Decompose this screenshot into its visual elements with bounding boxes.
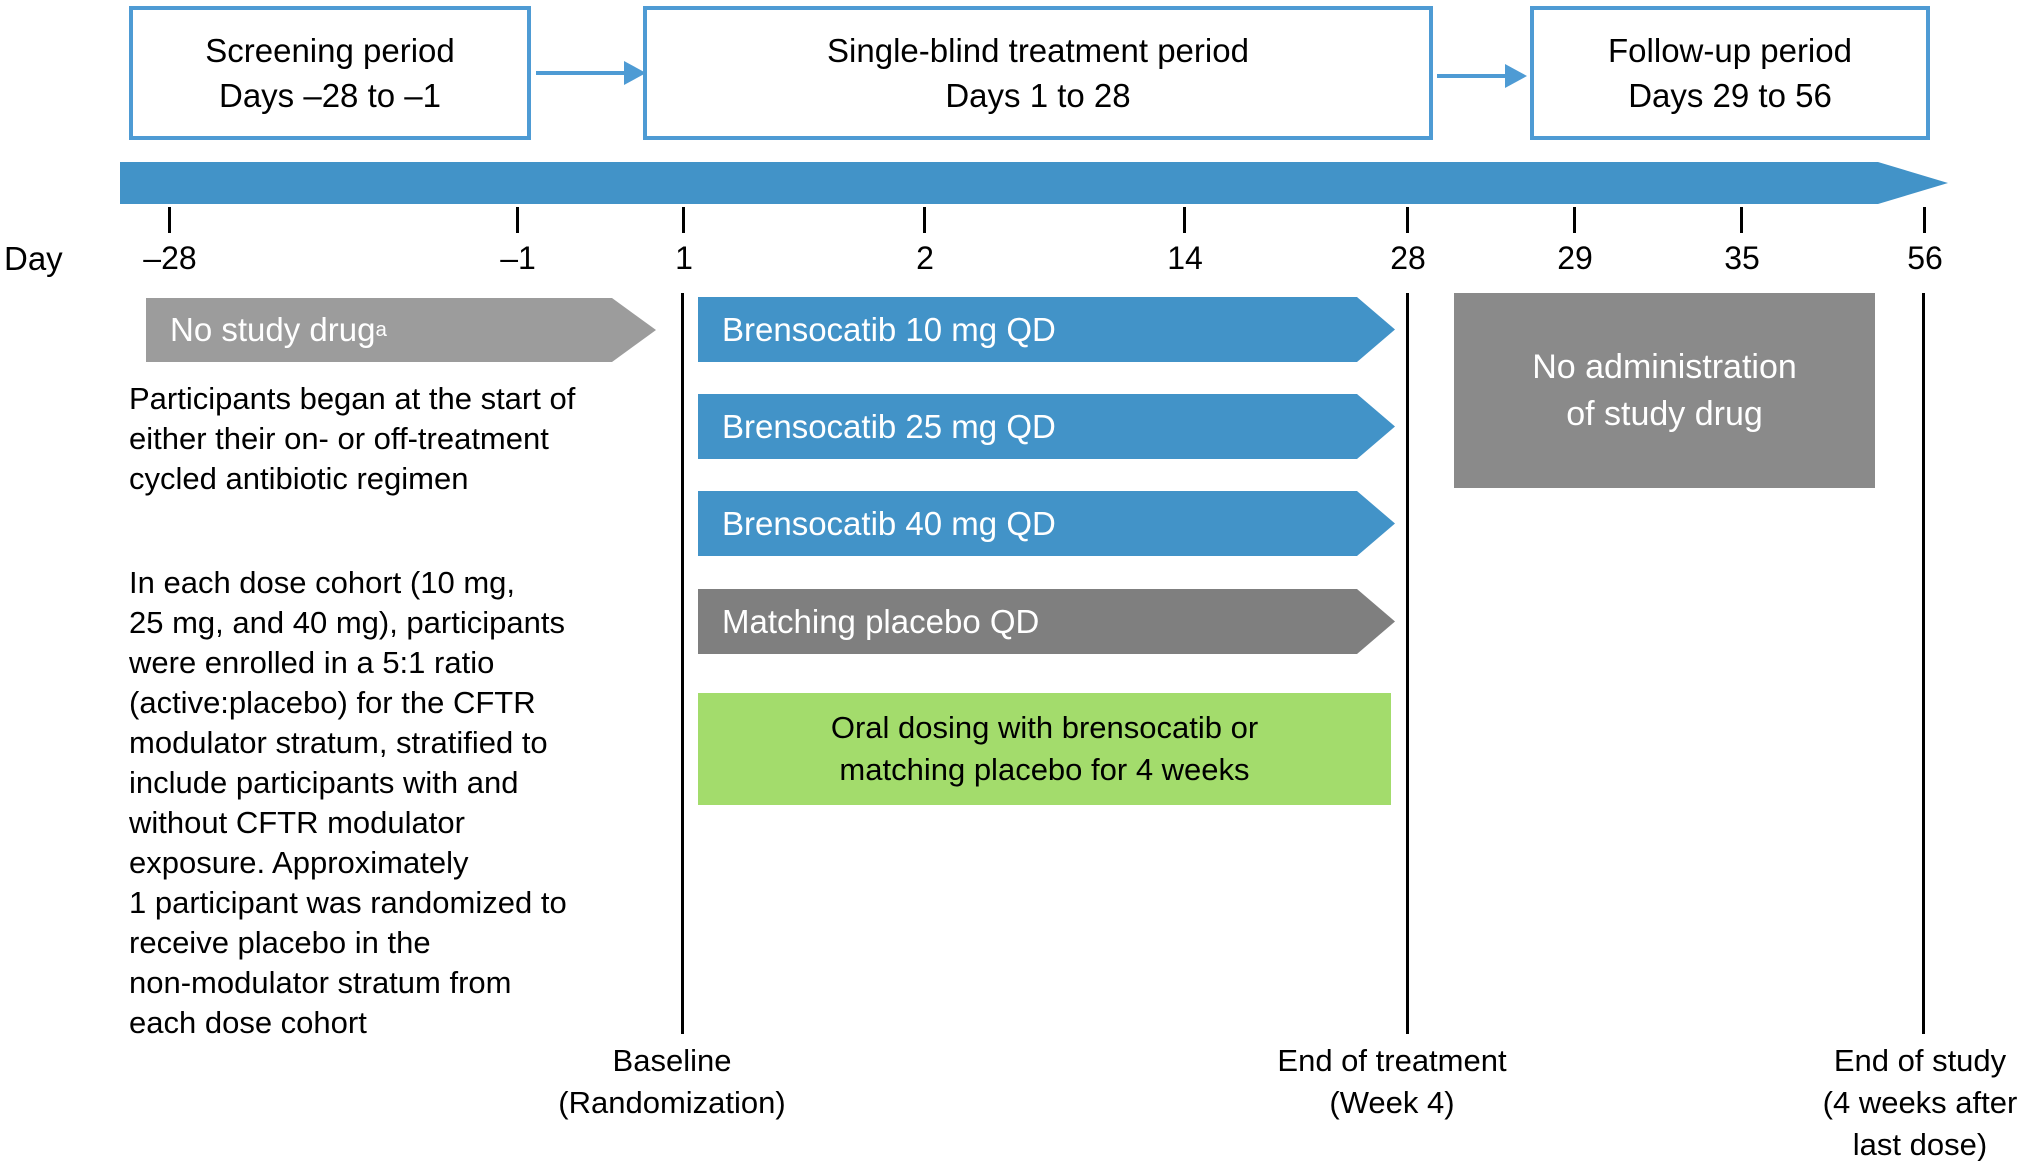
day-tick-label: 14 (1167, 240, 1203, 276)
tick-mark (1183, 207, 1186, 233)
arm-label: Matching placebo QD (722, 602, 1040, 640)
day-tick-label: 28 (1390, 240, 1426, 276)
right-arrow-icon (624, 61, 646, 85)
connector-line-2 (1437, 74, 1507, 78)
day-tick-label: –1 (500, 240, 536, 276)
no-administration-box: No administration of study drug (1454, 293, 1875, 488)
arm-arrow-brensocatib-40mg: Brensocatib 40 mg QD (698, 491, 1395, 556)
connector-line-1 (536, 71, 626, 75)
followup-period-box: Follow-up period Days 29 to 56 (1530, 6, 1930, 140)
tick-mark (168, 207, 171, 233)
tick-mark (1406, 207, 1409, 233)
arm-label: Brensocatib 10 mg QD (722, 310, 1056, 348)
footnote-marker: a (375, 318, 387, 341)
screening-note-1: Participants began at the start of eithe… (129, 381, 576, 496)
tick-mark (516, 207, 519, 233)
day-tick-label: 56 (1907, 240, 1943, 276)
tick-mark (1573, 207, 1576, 233)
day-axis-label: Day (4, 240, 63, 277)
screening-note-2: In each dose cohort (10 mg, 25 mg, and 4… (129, 565, 567, 1040)
tick-mark (923, 207, 926, 233)
screening-period-box: Screening period Days –28 to –1 (129, 6, 531, 140)
tick-mark (1740, 207, 1743, 233)
tick-mark (1923, 207, 1926, 233)
end-of-treatment-milestone-label: End of treatment (Week 4) (1277, 1043, 1507, 1120)
right-arrow-icon (1505, 64, 1527, 88)
day-tick-label: 2 (916, 240, 934, 276)
arm-label: Brensocatib 40 mg QD (722, 504, 1056, 542)
end-of-study-day56-line (1922, 293, 1925, 1034)
treatment-period-box: Single-blind treatment period Days 1 to … (643, 6, 1433, 140)
arm-label: Brensocatib 25 mg QD (722, 407, 1056, 445)
day-tick-label: 29 (1557, 240, 1593, 276)
day-tick-label: 35 (1724, 240, 1760, 276)
arm-arrow-brensocatib-25mg: Brensocatib 25 mg QD (698, 394, 1395, 459)
baseline-day1-line (681, 293, 684, 1034)
no-study-drug-label: No study drug (170, 311, 376, 348)
end-of-study-milestone-label: End of study (4 weeks after last dose) (1822, 1043, 2018, 1161)
oral-dosing-box: Oral dosing with brensocatib or matching… (698, 693, 1391, 805)
baseline-milestone-label: Baseline (Randomization) (558, 1043, 786, 1120)
arm-arrow-brensocatib-10mg: Brensocatib 10 mg QD (698, 297, 1395, 362)
arm-arrow-matching-placebo: Matching placebo QD (698, 589, 1395, 654)
no-study-drug-arrow: No study drug a (146, 298, 656, 362)
timeline-arrow-bar (120, 162, 1948, 204)
tick-mark (682, 207, 685, 233)
end-of-treatment-day28-line (1406, 293, 1409, 1034)
day-tick-label: 1 (675, 240, 693, 276)
day-tick-label: –28 (143, 240, 197, 276)
